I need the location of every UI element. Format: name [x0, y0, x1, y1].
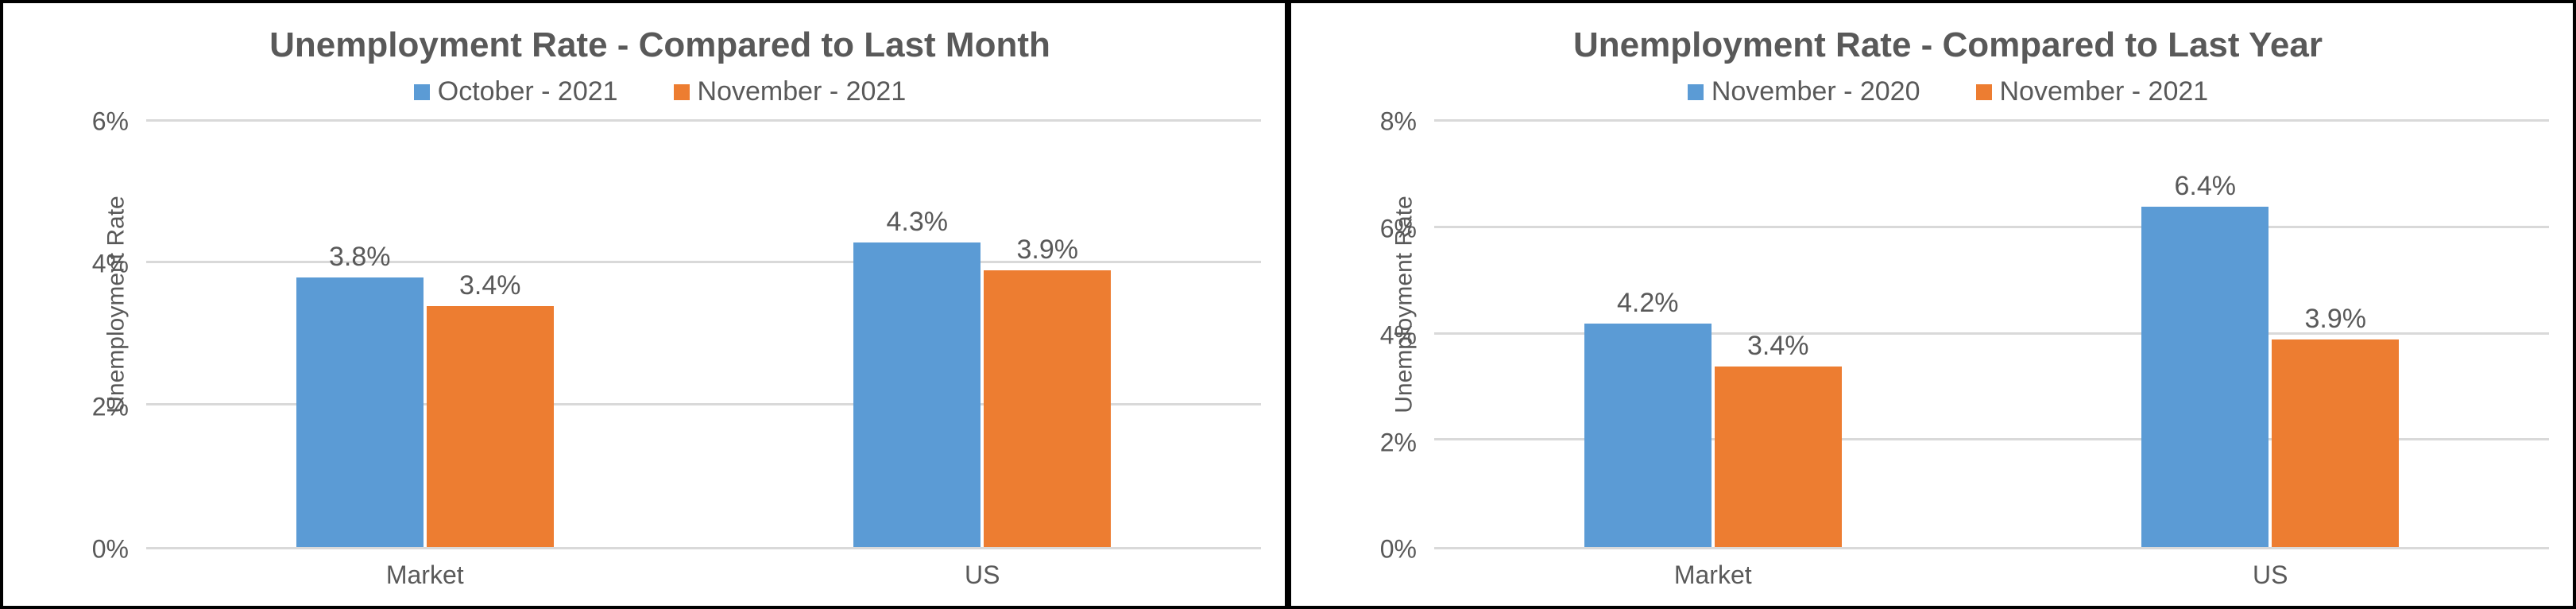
legend-item: October - 2021 — [414, 76, 618, 107]
y-tick-label: 0% — [1380, 535, 1417, 564]
bar-value-label: 3.9% — [1017, 235, 1079, 270]
legend-label: November - 2020 — [1712, 76, 1920, 107]
bar-group: 3.8%3.4% — [146, 122, 704, 547]
legend: October - 2021 November - 2021 — [59, 76, 1261, 107]
chart-title: Unemployment Rate - Compared to Last Mon… — [59, 25, 1261, 65]
bar: 4.2% — [1584, 324, 1712, 547]
bar-group: 4.2%3.4% — [1434, 122, 1992, 547]
y-ticks: 0%2%4%6% — [59, 122, 138, 549]
legend-item: November - 2021 — [1976, 76, 2209, 107]
legend: November - 2020 November - 2021 — [1347, 76, 2549, 107]
bar: 3.9% — [2272, 339, 2399, 547]
bar-value-label: 3.4% — [459, 270, 521, 306]
plot-area: 4.2%3.4%6.4%3.9% — [1434, 122, 2549, 549]
chart-title: Unemployment Rate - Compared to Last Yea… — [1347, 25, 2549, 65]
bar-group: 4.3%3.9% — [704, 122, 1262, 547]
plot-wrap: 0%2%4%6%8%4.2%3.4%6.4%3.9% — [1347, 122, 2549, 549]
y-tick-label: 8% — [1380, 107, 1417, 137]
x-label: Market — [1434, 561, 1992, 590]
legend-swatch — [1976, 84, 1992, 100]
x-labels: MarketUS — [1347, 561, 2549, 590]
y-tick-label: 2% — [1380, 428, 1417, 457]
x-label: US — [704, 561, 1262, 590]
plot-area: 3.8%3.4%4.3%3.9% — [146, 122, 1261, 549]
bar-groups: 3.8%3.4%4.3%3.9% — [146, 122, 1261, 547]
y-tick-label: 2% — [92, 392, 129, 421]
y-tick-label: 0% — [92, 535, 129, 564]
x-labels: MarketUS — [59, 561, 1261, 590]
y-tick-label: 4% — [92, 250, 129, 279]
bar: 3.4% — [1715, 367, 1842, 547]
bar-value-label: 3.8% — [329, 242, 391, 277]
chart-panel-1: Unemployment Rate - Compared to Last Yea… — [1288, 0, 2576, 609]
bar-value-label: 4.3% — [887, 207, 949, 242]
y-tick-label: 4% — [1380, 321, 1417, 351]
bar: 3.8% — [296, 277, 424, 547]
bar: 4.3% — [853, 242, 981, 547]
bar-group: 6.4%3.9% — [1992, 122, 2550, 547]
legend-swatch — [674, 84, 690, 100]
bar-value-label: 6.4% — [2175, 171, 2237, 207]
legend-item: November - 2021 — [674, 76, 907, 107]
y-tick-label: 6% — [1380, 214, 1417, 243]
bar: 3.4% — [427, 306, 554, 547]
y-tick-label: 6% — [92, 107, 129, 137]
bar: 3.9% — [984, 270, 1111, 547]
bar: 6.4% — [2141, 207, 2269, 547]
bar-value-label: 3.4% — [1747, 331, 1809, 367]
bar-value-label: 4.2% — [1617, 288, 1679, 324]
bar-value-label: 3.9% — [2305, 304, 2367, 339]
x-label: Market — [146, 561, 704, 590]
legend-label: October - 2021 — [438, 76, 618, 107]
x-label: US — [1992, 561, 2550, 590]
legend-label: November - 2021 — [2000, 76, 2209, 107]
plot-wrap: 0%2%4%6%3.8%3.4%4.3%3.9% — [59, 122, 1261, 549]
legend-label: November - 2021 — [698, 76, 907, 107]
chart-panel-0: Unemployment Rate - Compared to Last Mon… — [0, 0, 1288, 609]
legend-swatch — [1688, 84, 1704, 100]
legend-swatch — [414, 84, 430, 100]
bar-groups: 4.2%3.4%6.4%3.9% — [1434, 122, 2549, 547]
y-ticks: 0%2%4%6%8% — [1347, 122, 1426, 549]
legend-item: November - 2020 — [1688, 76, 1920, 107]
